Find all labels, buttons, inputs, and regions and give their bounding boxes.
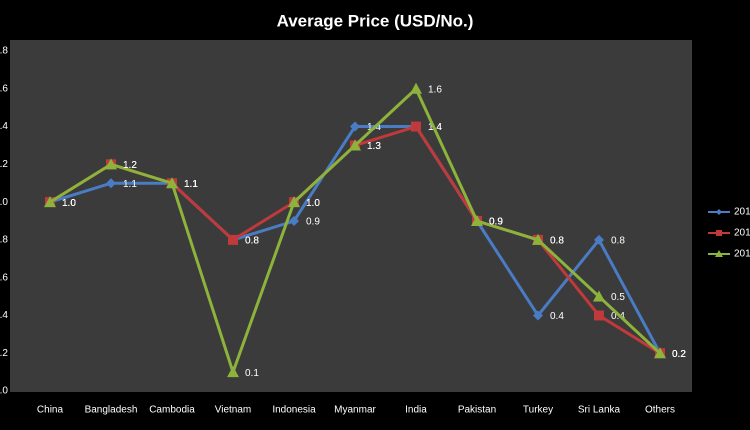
- marker: [288, 196, 300, 208]
- y-tick-label: 0.6: [0, 272, 8, 283]
- y-tick-label: 0.8: [0, 235, 8, 246]
- x-tick-label: Cambodia: [149, 405, 195, 416]
- marker: [350, 121, 360, 132]
- data-label: 1.3: [367, 141, 381, 152]
- y-tick-label: 1.6: [0, 83, 8, 94]
- marker: [471, 215, 483, 226]
- marker: [106, 178, 116, 189]
- marker: [227, 366, 239, 378]
- legend-label: 201: [734, 207, 750, 218]
- data-label: 0.4: [611, 311, 625, 322]
- marker: [594, 310, 604, 321]
- x-tick-label: Turkey: [523, 405, 553, 416]
- data-label: 0.1: [245, 368, 259, 379]
- data-label: 1.1: [184, 179, 198, 190]
- legend-label: 201: [734, 249, 750, 260]
- y-tick-label: 0.4: [0, 310, 8, 321]
- data-label: 1.0: [306, 198, 320, 209]
- legend-marker: [715, 250, 723, 257]
- data-label: 0.2: [672, 349, 686, 360]
- x-tick-label: China: [37, 405, 64, 416]
- y-tick-label: 0.2: [0, 348, 8, 359]
- data-label: 0.4: [550, 311, 564, 322]
- data-label: 0.8: [611, 236, 625, 247]
- marker: [594, 234, 604, 245]
- marker: [533, 310, 543, 321]
- data-label: 0.5: [611, 292, 625, 303]
- data-label: 1.1: [184, 179, 198, 190]
- data-label: 1.0: [62, 198, 76, 209]
- x-tick-label: India: [405, 405, 427, 416]
- marker: [228, 234, 238, 245]
- marker: [105, 158, 117, 170]
- data-label: 0.9: [489, 217, 503, 228]
- chart-title: Average Price (USD/No.): [277, 11, 474, 30]
- data-label: 0.2: [672, 349, 686, 360]
- marker: [593, 290, 605, 302]
- x-tick-label: Sri Lanka: [578, 405, 621, 416]
- x-tick-label: Pakistan: [458, 405, 496, 416]
- data-label: 1.3: [367, 141, 381, 152]
- marker: [410, 82, 422, 94]
- y-tick-label: 0.0: [0, 386, 8, 397]
- y-tick-label: 1.2: [0, 159, 8, 170]
- data-label: 1.0: [306, 198, 320, 209]
- data-label: 0.8: [550, 236, 564, 247]
- data-label: 0.8: [245, 236, 259, 247]
- data-label: 1.2: [123, 160, 137, 171]
- plot-area: [10, 40, 692, 392]
- x-tick-label: Bangladesh: [85, 405, 138, 416]
- marker: [532, 233, 544, 245]
- data-label: 1.2: [123, 160, 137, 171]
- legend-marker: [716, 230, 722, 236]
- marker: [166, 177, 178, 189]
- data-label: 1.0: [62, 198, 76, 209]
- x-tick-label: Myanmar: [334, 405, 376, 416]
- marker: [349, 139, 361, 151]
- data-label: 0.8: [245, 236, 259, 247]
- marker: [44, 196, 56, 208]
- data-label: 0.2: [672, 349, 686, 360]
- data-label: 1.1: [123, 179, 137, 190]
- marker: [654, 347, 666, 359]
- marker: [411, 121, 421, 132]
- data-label: 1.0: [62, 198, 76, 209]
- data-label: 0.8: [550, 236, 564, 247]
- data-label: 0.9: [489, 217, 503, 228]
- y-tick-label: 1.4: [0, 121, 8, 132]
- x-tick-label: Vietnam: [215, 405, 252, 416]
- legend-marker: [716, 209, 722, 215]
- data-label: 1.6: [428, 84, 442, 95]
- y-tick-label: 1.8: [0, 46, 8, 57]
- marker: [289, 216, 299, 226]
- legend-label: 201: [734, 228, 750, 239]
- x-tick-label: Others: [645, 405, 675, 416]
- data-label: 0.9: [489, 217, 503, 228]
- data-label: 1.1: [184, 179, 198, 190]
- data-label: 0.9: [306, 217, 320, 228]
- x-tick-label: Indonesia: [272, 405, 316, 416]
- y-tick-label: 1.0: [0, 197, 8, 208]
